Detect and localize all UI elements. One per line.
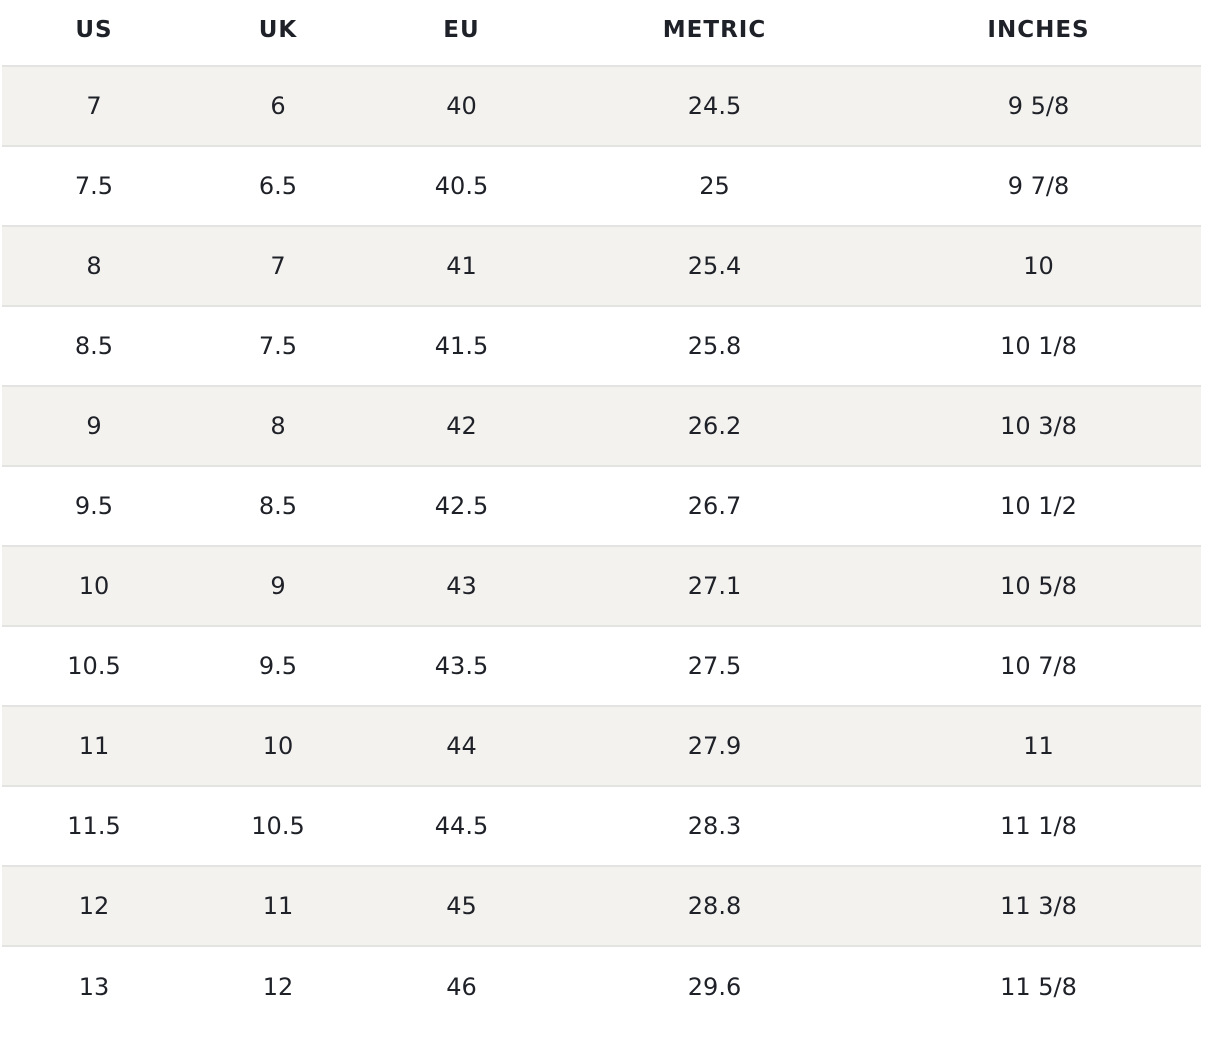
cell-metric: 27.1: [553, 546, 876, 627]
cell-inches: 11 1/8: [876, 786, 1201, 867]
cell-inches: 9 7/8: [876, 146, 1201, 227]
cell-uk: 10: [186, 706, 370, 787]
cell-uk: 6: [186, 66, 370, 147]
cell-us: 10.5: [2, 626, 186, 707]
cell-inches: 11: [876, 706, 1201, 787]
table-row: 8.5 7.5 41.5 25.8 10 1/8: [2, 306, 1201, 387]
cell-eu: 45: [370, 866, 553, 947]
cell-us: 9: [2, 386, 186, 467]
cell-eu: 40.5: [370, 146, 553, 227]
cell-us: 8: [2, 226, 186, 307]
cell-inches: 10 1/8: [876, 306, 1201, 387]
cell-uk: 10.5: [186, 786, 370, 867]
table-row: 7 6 40 24.5 9 5/8: [2, 66, 1201, 147]
cell-eu: 46: [446, 972, 477, 1001]
table-row: 9 8 42 26.2 10 3/8: [2, 386, 1201, 467]
table-row: 10.5 9.5 43.5 27.5 10 7/8: [2, 626, 1201, 707]
table-row: 13 12 46 29.6 11 5/8: [2, 946, 1201, 1026]
cell-metric: 24.5: [553, 66, 876, 147]
cell-metric: 27.9: [553, 706, 876, 787]
cell-us: 7.5: [2, 146, 186, 227]
table-row: 8 7 41 25.4 10: [2, 226, 1201, 307]
cell-us: 7: [2, 66, 186, 147]
cell-us: 13: [78, 972, 110, 1001]
cell-eu: 41.5: [370, 306, 553, 387]
cell-inches: 10 5/8: [876, 546, 1201, 627]
column-header-eu: EU: [370, 0, 553, 67]
cell-inches: 10 3/8: [876, 386, 1201, 467]
header-row: US UK EU METRIC INCHES: [2, 0, 1201, 67]
column-header-us: US: [2, 0, 186, 67]
cell-inches: 10 7/8: [876, 626, 1201, 707]
cell-metric: 29.6: [687, 972, 742, 1001]
cell-us: 9.5: [2, 466, 186, 547]
cell-uk: 8: [186, 386, 370, 467]
cell-uk: 9.5: [186, 626, 370, 707]
cell-eu: 43: [370, 546, 553, 627]
cell-uk: 6.5: [186, 146, 370, 227]
table-row: 7.5 6.5 40.5 25 9 7/8: [2, 146, 1201, 227]
cell-inches: 11 5/8: [1000, 972, 1077, 1001]
cell-inches: 10 1/2: [876, 466, 1201, 547]
cell-metric: 25.8: [553, 306, 876, 387]
column-header-inches: INCHES: [876, 0, 1201, 67]
table-row: 9.5 8.5 42.5 26.7 10 1/2: [2, 466, 1201, 547]
cell-eu: 42.5: [370, 466, 553, 547]
cell-uk: 7.5: [186, 306, 370, 387]
cell-uk: 11: [186, 866, 370, 947]
cell-uk: 9: [186, 546, 370, 627]
cell-inches: 10: [876, 226, 1201, 307]
cell-metric: 28.3: [553, 786, 876, 867]
cell-us: 11: [2, 706, 186, 787]
cell-metric: 27.5: [553, 626, 876, 707]
size-chart-body: 7 6 40 24.5 9 5/8 7.5 6.5 40.5 25 9 7/8 …: [2, 66, 1201, 1026]
cell-eu: 41: [370, 226, 553, 307]
cell-metric: 25: [553, 146, 876, 227]
cell-us: 10: [2, 546, 186, 627]
cell-metric: 26.7: [553, 466, 876, 547]
cell-us: 11.5: [2, 786, 186, 867]
cell-us: 8.5: [2, 306, 186, 387]
cell-us: 12: [2, 866, 186, 947]
cell-eu: 42: [370, 386, 553, 467]
table-row: 12 11 45 28.8 11 3/8: [2, 866, 1201, 947]
size-chart-header: US UK EU METRIC INCHES: [2, 0, 1201, 67]
column-header-uk: UK: [186, 0, 370, 67]
cell-metric: 28.8: [553, 866, 876, 947]
table-row: 10 9 43 27.1 10 5/8: [2, 546, 1201, 627]
cell-eu: 44: [370, 706, 553, 787]
table-row: 11 10 44 27.9 11: [2, 706, 1201, 787]
cell-eu: 40: [370, 66, 553, 147]
cell-uk: 12: [262, 972, 294, 1001]
cell-eu: 43.5: [370, 626, 553, 707]
cell-uk: 8.5: [186, 466, 370, 547]
cell-uk: 7: [186, 226, 370, 307]
table-row: 11.5 10.5 44.5 28.3 11 1/8: [2, 786, 1201, 867]
cell-metric: 26.2: [553, 386, 876, 467]
cell-eu: 44.5: [370, 786, 553, 867]
cell-inches: 11 3/8: [876, 866, 1201, 947]
column-header-metric: METRIC: [553, 0, 876, 67]
cell-metric: 25.4: [553, 226, 876, 307]
cell-inches: 9 5/8: [876, 66, 1201, 147]
